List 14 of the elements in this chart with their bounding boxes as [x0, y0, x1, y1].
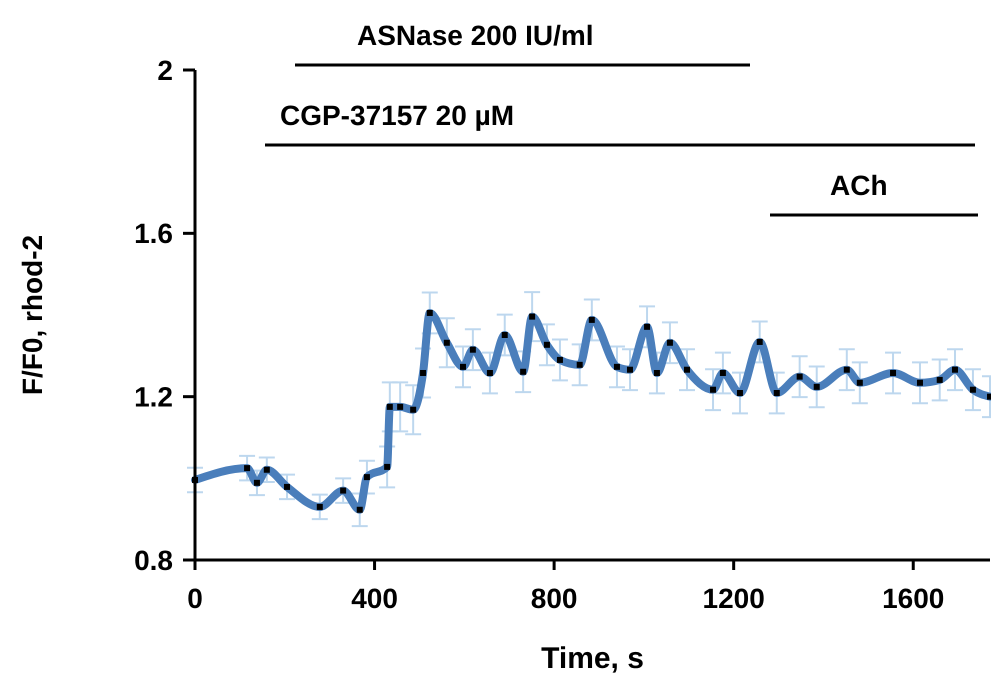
y-tick-label: 2 — [157, 54, 173, 86]
x-tick-label: 400 — [351, 583, 398, 614]
y-axis-title: F/F0, rhod-2 — [17, 234, 48, 396]
x-tick-label: 0 — [187, 583, 203, 614]
y-tick-label: 1.2 — [134, 381, 173, 412]
x-tick-label: 800 — [530, 583, 578, 614]
x-axis-title: Time, s — [541, 642, 644, 675]
y-tick-label: 1.6 — [134, 218, 173, 250]
y-tick-label: 0.8 — [134, 544, 173, 576]
annotation: ACh — [830, 170, 888, 201]
x-tick-label: 1600 — [882, 583, 944, 614]
x-tick-label: 1200 — [702, 583, 765, 614]
text: ASNase 200 IU/ml — [357, 20, 594, 51]
annotation: CGP-37157 20 µM — [280, 100, 514, 131]
